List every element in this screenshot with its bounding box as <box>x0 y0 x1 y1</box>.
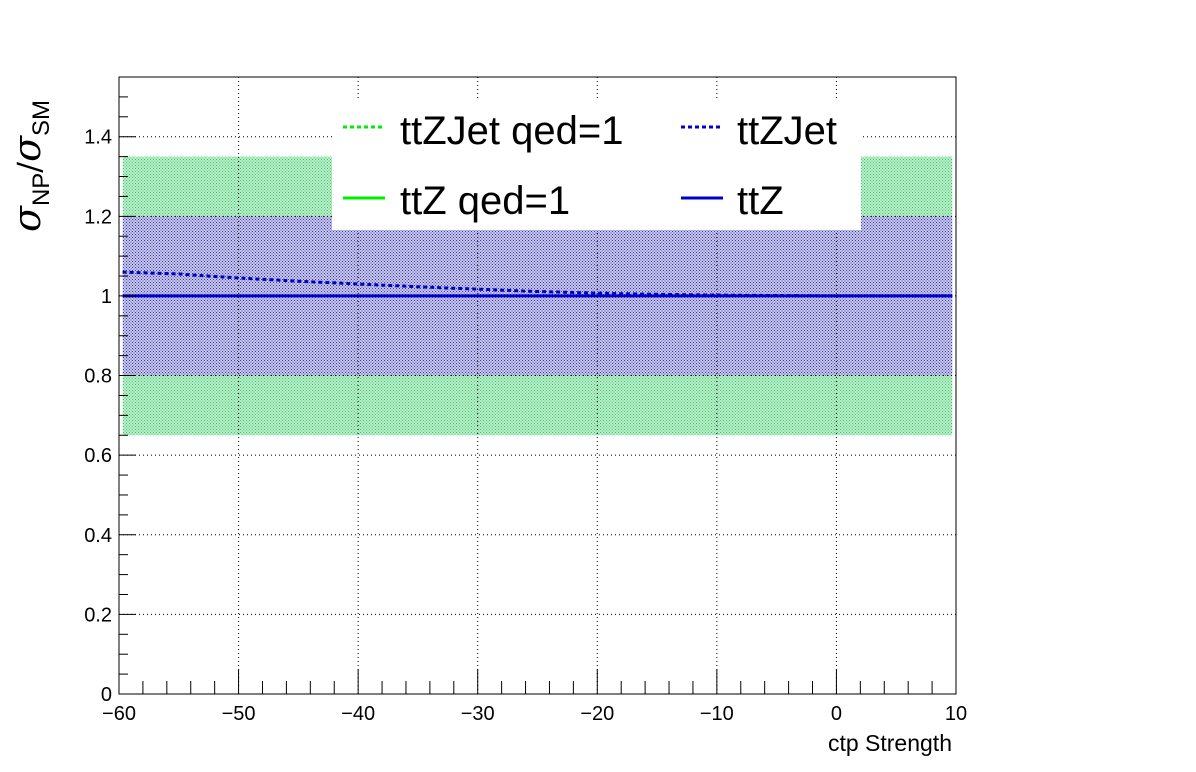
y-tick-label-2: 0.4 <box>84 525 112 547</box>
y-axis-title-slash: / <box>10 162 48 173</box>
legend-label-ttz-qed1: ttZ qed=1 <box>400 179 570 223</box>
x-tick-label-7: 10 <box>945 703 967 725</box>
grid <box>119 77 956 694</box>
axis-ticks <box>118 76 957 695</box>
x-tick-label-2: −40 <box>341 703 375 725</box>
x-tick-label-4: −20 <box>580 703 614 725</box>
x-tick-label-3: −30 <box>461 703 495 725</box>
series-lines <box>122 270 953 298</box>
legend-label-ttzjet-qed1: ttZJet qed=1 <box>400 109 623 153</box>
legend-box <box>332 100 861 230</box>
y-tick-labels: 0 0.2 0.4 0.6 0.8 1 1.2 1.4 <box>84 127 112 706</box>
y-tick-label-3: 0.6 <box>84 445 112 467</box>
y-tick-label-6: 1.2 <box>84 206 112 228</box>
y-tick-label-0: 0 <box>101 684 112 706</box>
y-axis-title-sub-sm: SM <box>28 100 55 136</box>
x-tick-label-0: −60 <box>102 703 136 725</box>
x-tick-label-6: 0 <box>831 703 842 725</box>
y-tick-label-1: 0.2 <box>84 604 112 626</box>
y-axis-title-sub-np: NP <box>28 173 55 206</box>
y-axis-title: σNP/σSM <box>5 100 55 232</box>
y-axis-title-sigma-np: σ <box>5 205 49 232</box>
legend-label-ttz: ttZ <box>737 179 784 223</box>
y-axis-title-sigma-sm: σ <box>5 135 49 162</box>
legend-label-ttzjet: ttZJet <box>737 109 837 153</box>
x-tick-label-1: −50 <box>222 703 256 725</box>
y-tick-label-7: 1.4 <box>84 127 112 149</box>
x-tick-label-5: −10 <box>700 703 734 725</box>
y-tick-label-4: 0.8 <box>84 366 112 388</box>
y-tick-label-5: 1 <box>101 286 112 308</box>
x-axis-title: ctp Strength <box>828 730 952 756</box>
legend: ttZJet qed=1 ttZJet ttZ qed=1 ttZ <box>332 100 861 230</box>
plot-frame <box>118 76 957 695</box>
x-tick-labels: −60 −50 −40 −30 −20 −10 0 10 <box>102 703 967 725</box>
